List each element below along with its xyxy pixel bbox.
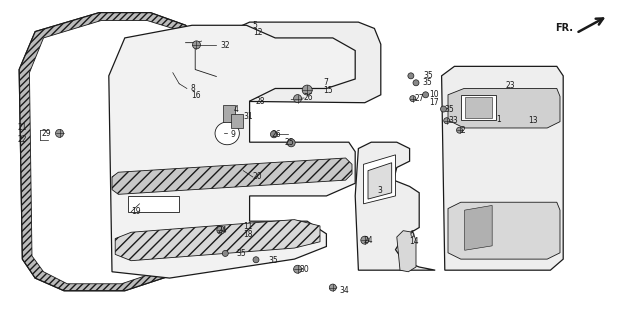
Circle shape xyxy=(193,41,200,49)
Polygon shape xyxy=(112,158,352,194)
Text: 4: 4 xyxy=(234,105,239,113)
Circle shape xyxy=(422,92,429,98)
Text: 7: 7 xyxy=(323,78,328,87)
Text: 35: 35 xyxy=(269,256,278,265)
Text: 9: 9 xyxy=(230,130,236,139)
Polygon shape xyxy=(223,105,235,122)
Text: 16: 16 xyxy=(191,91,200,100)
Polygon shape xyxy=(448,88,560,128)
Bar xyxy=(128,196,179,212)
Circle shape xyxy=(440,106,447,112)
Polygon shape xyxy=(397,231,416,272)
Polygon shape xyxy=(115,220,320,261)
Circle shape xyxy=(330,284,336,291)
Polygon shape xyxy=(442,66,563,270)
Text: 21: 21 xyxy=(18,124,28,132)
Text: 11: 11 xyxy=(243,222,253,231)
Circle shape xyxy=(408,73,414,79)
Text: 20: 20 xyxy=(253,173,262,181)
Text: 18: 18 xyxy=(243,230,253,239)
Text: 1: 1 xyxy=(496,115,500,124)
Polygon shape xyxy=(19,13,202,291)
Polygon shape xyxy=(214,22,381,103)
Circle shape xyxy=(56,129,63,137)
Text: 27: 27 xyxy=(415,94,424,103)
Polygon shape xyxy=(355,142,435,270)
Circle shape xyxy=(222,251,228,256)
Text: 26: 26 xyxy=(272,130,282,139)
Text: 6: 6 xyxy=(410,230,415,239)
Text: 35: 35 xyxy=(422,78,432,87)
Text: 30: 30 xyxy=(300,265,309,274)
Circle shape xyxy=(413,80,419,86)
Text: 34: 34 xyxy=(339,286,349,295)
Circle shape xyxy=(302,85,312,95)
Text: 33: 33 xyxy=(448,116,458,125)
Circle shape xyxy=(253,257,259,263)
Text: 35: 35 xyxy=(237,249,246,258)
Polygon shape xyxy=(231,114,243,128)
Polygon shape xyxy=(109,25,355,278)
Text: 31: 31 xyxy=(243,112,253,121)
Polygon shape xyxy=(465,205,492,250)
Text: 10: 10 xyxy=(429,90,438,99)
Text: 15: 15 xyxy=(323,86,333,94)
Text: 19: 19 xyxy=(131,207,141,216)
Circle shape xyxy=(294,265,301,273)
Circle shape xyxy=(444,118,450,124)
Text: 26: 26 xyxy=(304,94,314,102)
Text: 8: 8 xyxy=(191,84,195,93)
Text: 29: 29 xyxy=(42,129,51,138)
Circle shape xyxy=(410,96,416,101)
Text: 14: 14 xyxy=(410,237,419,246)
Text: 12: 12 xyxy=(253,28,262,37)
Circle shape xyxy=(287,139,295,147)
Text: FR.: FR. xyxy=(555,23,573,33)
Polygon shape xyxy=(29,21,192,284)
Text: 24: 24 xyxy=(218,226,227,234)
Text: 22: 22 xyxy=(18,135,28,143)
Text: 28: 28 xyxy=(256,97,266,106)
Circle shape xyxy=(217,226,225,234)
Polygon shape xyxy=(364,155,396,204)
Text: 5: 5 xyxy=(253,21,258,30)
Text: 24: 24 xyxy=(364,236,373,245)
Text: 25: 25 xyxy=(285,138,294,147)
Polygon shape xyxy=(461,95,496,120)
Text: 17: 17 xyxy=(429,98,438,107)
Text: 3: 3 xyxy=(378,186,383,195)
Text: 2: 2 xyxy=(461,126,465,135)
Circle shape xyxy=(456,127,463,133)
Polygon shape xyxy=(448,202,560,259)
Ellipse shape xyxy=(215,122,239,145)
Text: 35: 35 xyxy=(424,71,433,80)
Text: 13: 13 xyxy=(528,116,538,125)
Circle shape xyxy=(361,236,369,244)
Circle shape xyxy=(294,94,301,103)
Polygon shape xyxy=(465,97,492,118)
Polygon shape xyxy=(19,13,202,291)
Circle shape xyxy=(271,131,277,138)
Polygon shape xyxy=(29,21,192,284)
Text: 23: 23 xyxy=(506,81,515,90)
Text: 35: 35 xyxy=(445,105,454,113)
Text: 32: 32 xyxy=(221,41,230,50)
Polygon shape xyxy=(368,163,392,199)
